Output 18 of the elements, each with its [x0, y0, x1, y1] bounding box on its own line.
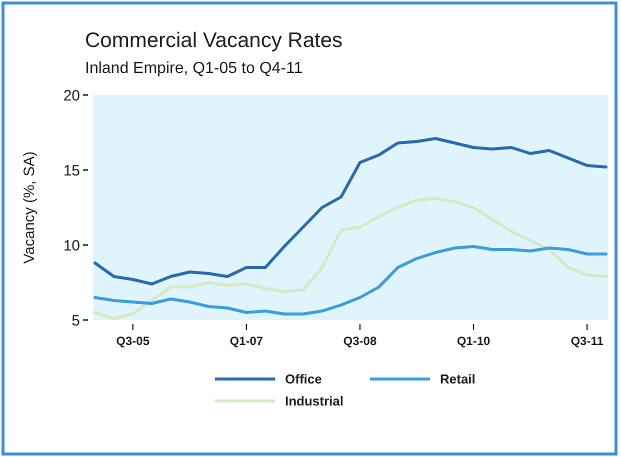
chart-title: Commercial Vacancy Rates [85, 29, 343, 52]
y-tick-label: 15 [63, 162, 80, 180]
legend-label: Industrial [285, 394, 344, 409]
x-tick-label: Q3-11 [570, 334, 604, 348]
line-series [94, 197, 608, 320]
x-tick-label: Q3-05 [116, 334, 150, 348]
x-tick-label: Q3-08 [343, 334, 377, 348]
x-tick-label: Q1-07 [230, 334, 264, 348]
line-series [94, 245, 608, 316]
legend-label: Retail [440, 372, 476, 387]
y-axis-title: Vacancy (%, SA) [21, 151, 38, 264]
chart-subtitle: Inland Empire, Q1-05 to Q4-11 [85, 60, 303, 77]
legend-label: Office [285, 372, 322, 387]
y-tick-label: 20 [63, 87, 80, 104]
y-tick-label: 5 [72, 312, 80, 330]
y-tick-label: 10 [63, 237, 80, 254]
line-series [94, 137, 608, 286]
x-tick-label: Q1-10 [456, 334, 491, 348]
